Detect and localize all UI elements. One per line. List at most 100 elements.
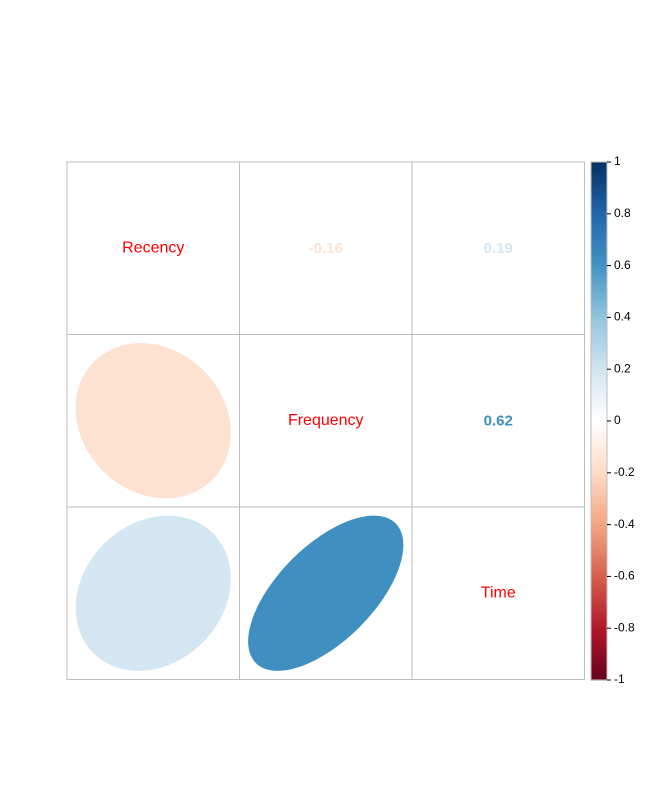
colorbar-segment [591, 677, 607, 681]
colorbar-segment [591, 584, 607, 588]
colorbar-segment [591, 423, 607, 427]
colorbar-segment [591, 617, 607, 622]
colorbar-segment [591, 524, 607, 528]
colorbar-segment [591, 625, 607, 629]
colorbar-segment [591, 361, 607, 365]
colorbar-segment [591, 428, 607, 432]
coefficient-label-recency-time: 0.19 [484, 240, 513, 257]
colorbar-segment [591, 615, 607, 619]
colorbar-segment [591, 257, 607, 262]
colorbar-segment [591, 602, 607, 606]
colorbar-segment [591, 216, 607, 220]
colorbar-segment [591, 667, 607, 671]
colorbar-segment [591, 452, 607, 456]
colorbar-segment [591, 195, 607, 199]
colorbar-segment [591, 340, 607, 344]
colorbar-segment [591, 244, 607, 249]
cell-recency-time: 0.19 [411, 161, 585, 335]
coefficient-label-frequency-time: 0.62 [484, 413, 513, 430]
colorbar-segment [591, 283, 607, 287]
colorbar-segment [591, 281, 607, 285]
colorbar-segment [591, 229, 607, 233]
colorbar-segment [591, 522, 607, 526]
colorbar-segment [591, 439, 607, 443]
colorbar-segment [591, 612, 607, 616]
cell-time-frequency [239, 506, 413, 680]
colorbar-segment [591, 496, 607, 500]
colorbar-segment [591, 581, 607, 585]
cell-recency-recency: Recency [66, 161, 240, 335]
colorbar-tick-label: 0.4 [614, 310, 631, 324]
colorbar-segment [591, 255, 607, 259]
colorbar-segment [591, 185, 607, 189]
colorbar-segment [591, 664, 607, 668]
colorbar-segment [591, 384, 607, 388]
colorbar-segment [591, 389, 607, 394]
ellipse-time-recency [75, 515, 231, 671]
colorbar-segment [591, 382, 607, 386]
colorbar-segment [591, 493, 607, 497]
colorbar-segment [591, 387, 607, 391]
colorbar-segment [591, 465, 607, 469]
colorbar-segment [591, 571, 607, 575]
colorbar-segment [591, 330, 607, 334]
variable-label-frequency: Frequency [288, 412, 364, 429]
colorbar-segment [591, 226, 607, 230]
colorbar-segment [591, 597, 607, 601]
colorbar-segment [591, 501, 607, 505]
colorbar-segment [591, 167, 607, 171]
colorbar-segment [591, 356, 607, 360]
variable-label-time: Time [481, 584, 516, 601]
colorbar-segment [591, 415, 607, 420]
colorbar-segment [591, 648, 607, 653]
colorbar-segment [591, 537, 607, 541]
colorbar-segment [591, 343, 607, 347]
colorbar-segment [591, 338, 607, 342]
colorbar-segment [591, 239, 607, 243]
colorbar-segment [591, 174, 607, 179]
cell-time-time: Time [411, 506, 585, 680]
colorbar-segment [591, 534, 607, 539]
colorbar-segment [591, 651, 607, 655]
colorbar-segment [591, 319, 607, 324]
colorbar-segment [591, 485, 607, 489]
colorbar-segment [591, 187, 607, 192]
colorbar-segment [591, 449, 607, 453]
colorbar-segment [591, 553, 607, 557]
colorbar-segment [591, 366, 607, 370]
colorbar-segment [591, 247, 607, 251]
colorbar-segment [591, 477, 607, 482]
colorbar-segment [591, 218, 607, 223]
colorbar-segment [591, 472, 607, 476]
colorbar-segment [591, 182, 607, 186]
colorbar-segment [591, 635, 607, 640]
colorbar-segment [591, 374, 607, 378]
colorbar-segment [591, 198, 607, 202]
colorbar-segment [591, 322, 607, 326]
cell-recency-frequency: -0.16 [239, 161, 413, 335]
colorbar-segment [591, 206, 607, 210]
colorbar: 1 0.8 0.6 0.4 0.2 0 -0.2 -0.4 -0.6 -0.8 -1 [590, 154, 635, 686]
colorbar-segment [591, 353, 607, 357]
colorbar-segment [591, 263, 607, 267]
colorbar-segment [591, 462, 607, 466]
colorbar-segment [591, 291, 607, 295]
cell-time-recency [66, 506, 240, 680]
colorbar-segment [591, 348, 607, 352]
colorbar-tick-label: 0.2 [614, 361, 631, 375]
colorbar-segment [591, 169, 607, 173]
colorbar-segment [591, 234, 607, 238]
colorbar-tick-label: 0.6 [614, 258, 631, 272]
colorbar-segment [591, 224, 607, 228]
colorbar-segment [591, 312, 607, 316]
colorbar-segment [591, 594, 607, 598]
colorbar-segment [591, 498, 607, 502]
colorbar-segment [591, 162, 607, 166]
colorbar-segment [591, 441, 607, 445]
colorbar-segment [591, 646, 607, 650]
colorbar-tick-label: 0 [614, 413, 621, 427]
colorbar-segment [591, 418, 607, 422]
colorbar-segment [591, 563, 607, 567]
colorbar-segment [591, 532, 607, 536]
